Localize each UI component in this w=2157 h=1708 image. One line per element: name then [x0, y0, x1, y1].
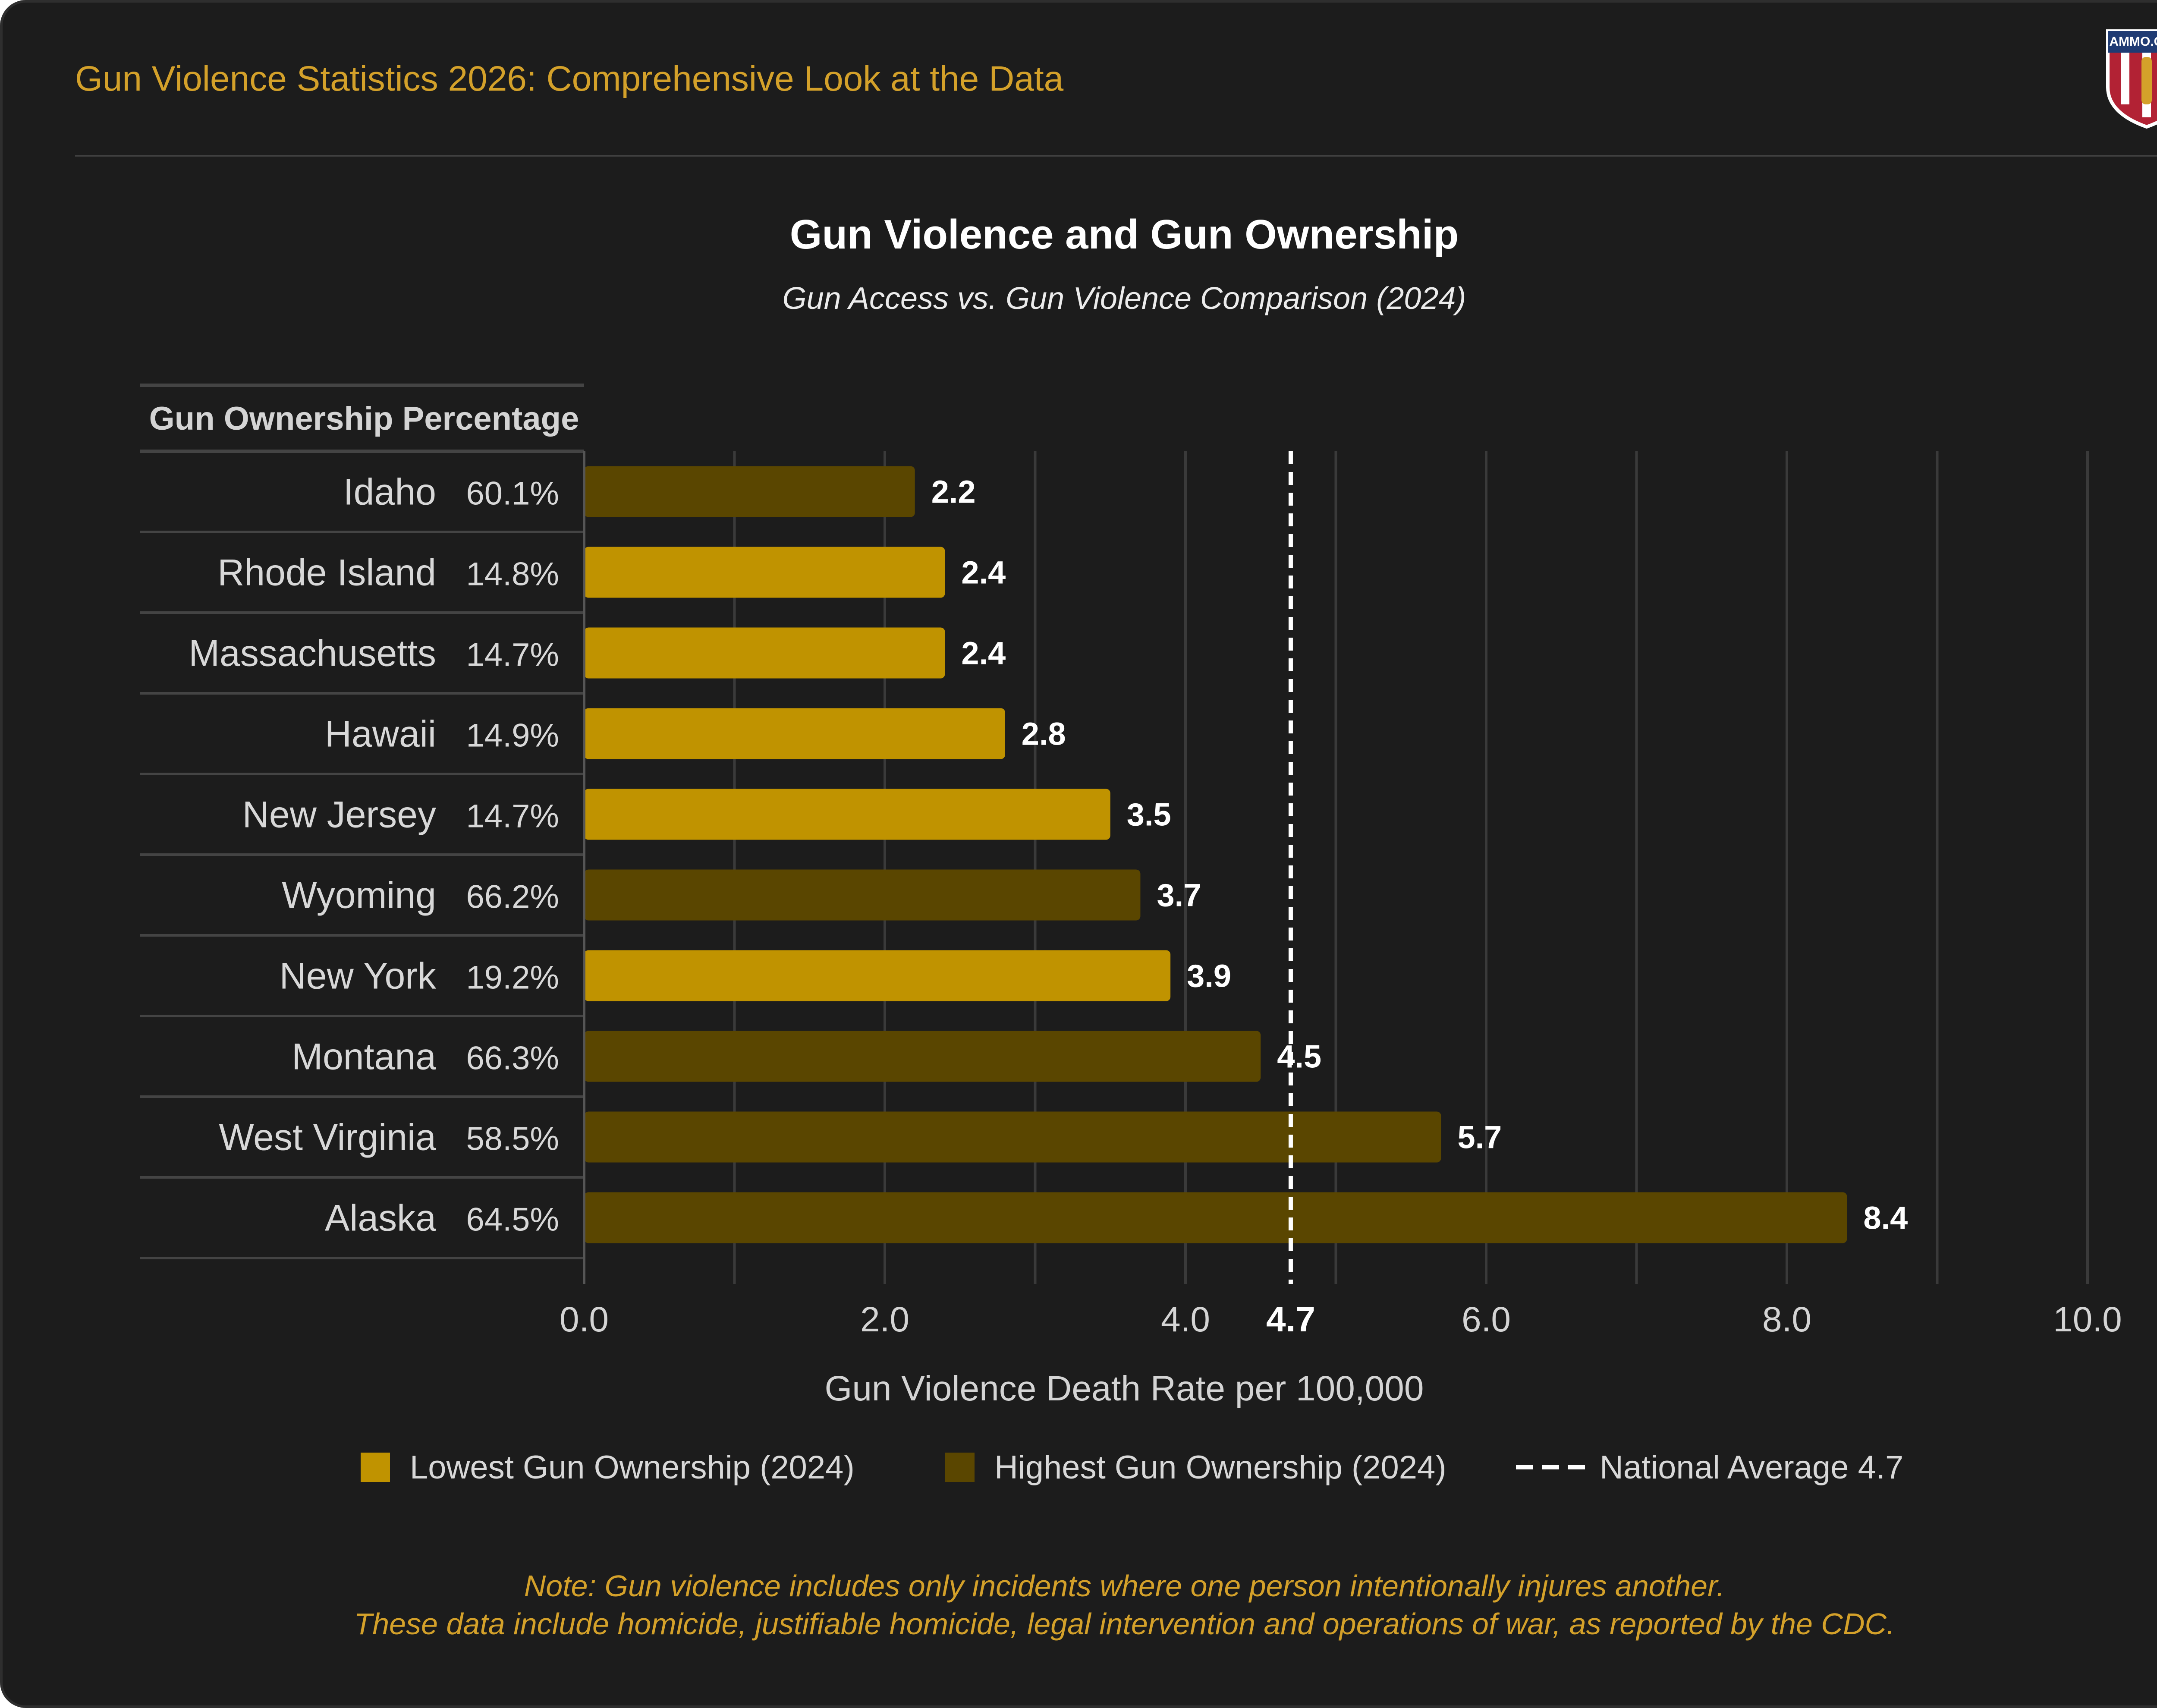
legend-label-highest: Highest Gun Ownership (2024): [994, 1449, 1446, 1486]
x-tick-label: 2.0: [860, 1300, 909, 1339]
legend-swatch-highest: [945, 1453, 975, 1482]
bar-value-label: 3.5: [1127, 797, 1171, 833]
bar-value-label: 4.5: [1277, 1039, 1321, 1075]
bar-value-label: 2.4: [961, 635, 1006, 671]
bar: [584, 789, 1110, 840]
table-header: Gun Ownership Percentage: [149, 400, 579, 437]
ownership-value: 66.3%: [466, 1040, 560, 1077]
state-label: Idaho: [343, 472, 436, 513]
bar: [584, 627, 945, 679]
state-label: Montana: [292, 1036, 436, 1078]
legend-item-highest: Highest Gun Ownership (2024): [945, 1444, 1446, 1491]
ownership-value: 14.8%: [466, 556, 560, 593]
ownership-value: 60.1%: [466, 475, 560, 512]
bar-value-label: 2.4: [961, 555, 1006, 591]
header-divider: [75, 155, 2157, 157]
ownership-value: 14.7%: [466, 798, 560, 835]
state-label: Hawaii: [325, 714, 436, 755]
legend-item-average: National Average 4.7: [1516, 1444, 1903, 1491]
bar-value-label: 3.9: [1187, 958, 1231, 994]
x-tick-label: 10.0: [2053, 1300, 2122, 1339]
note-line-2: These data include homicide, justifiable…: [354, 1607, 1895, 1641]
ownership-value: 58.5%: [466, 1121, 560, 1158]
x-tick-label: 0.0: [560, 1300, 609, 1339]
bar: [584, 950, 1171, 1001]
national-average-tick-label: 4.7: [1266, 1300, 1315, 1339]
chart-subtitle: Gun Access vs. Gun Violence Comparison (…: [783, 281, 1466, 316]
logo-text: AMMO.COM: [2109, 35, 2157, 49]
state-label: Alaska: [325, 1198, 436, 1239]
legend-item-lowest: Lowest Gun Ownership (2024): [361, 1444, 855, 1491]
chart-title: Gun Violence and Gun Ownership: [790, 211, 1459, 258]
state-label: New York: [280, 956, 437, 997]
x-tick-label: 6.0: [1462, 1300, 1511, 1339]
bar: [584, 466, 915, 517]
ammo-logo: AMMO.COM: [2106, 29, 2157, 129]
state-label: Massachusetts: [189, 633, 436, 674]
ownership-value: 14.7%: [466, 637, 560, 673]
state-label: Wyoming: [282, 875, 436, 916]
state-label: Rhode Island: [217, 552, 436, 594]
legend-swatch-average: [1516, 1465, 1585, 1469]
bar: [584, 708, 1005, 759]
legend-swatch-lowest: [361, 1453, 390, 1482]
page-title: Gun Violence Statistics 2026: Comprehens…: [75, 59, 1064, 98]
state-label: New Jersey: [242, 794, 436, 836]
legend-label-average: National Average 4.7: [1600, 1449, 1904, 1486]
ownership-value: 14.9%: [466, 717, 560, 754]
bar: [584, 1031, 1261, 1082]
legend-label-lowest: Lowest Gun Ownership (2024): [410, 1449, 855, 1486]
ownership-value: 64.5%: [466, 1202, 560, 1238]
bar-value-label: 5.7: [1457, 1120, 1502, 1155]
bar: [584, 1192, 1847, 1243]
bar-value-label: 2.2: [931, 474, 976, 510]
bar-chart: Gun Violence and Gun Ownership Gun Acces…: [140, 211, 2122, 1408]
note-line-1: Note: Gun violence includes only inciden…: [524, 1569, 1725, 1603]
x-tick-label: 4.0: [1161, 1300, 1210, 1339]
bar: [584, 1111, 1441, 1163]
bar: [584, 869, 1141, 921]
bar-value-label: 2.8: [1022, 716, 1066, 752]
bar-value-label: 3.7: [1157, 878, 1201, 913]
bar-value-label: 8.4: [1863, 1200, 1908, 1236]
x-axis-label: Gun Violence Death Rate per 100,000: [825, 1369, 1424, 1408]
bar: [584, 547, 945, 598]
x-tick-label: 8.0: [1762, 1300, 1811, 1339]
ownership-value: 66.2%: [466, 879, 560, 915]
state-label: West Virginia: [219, 1117, 437, 1158]
ownership-value: 19.2%: [466, 959, 560, 996]
